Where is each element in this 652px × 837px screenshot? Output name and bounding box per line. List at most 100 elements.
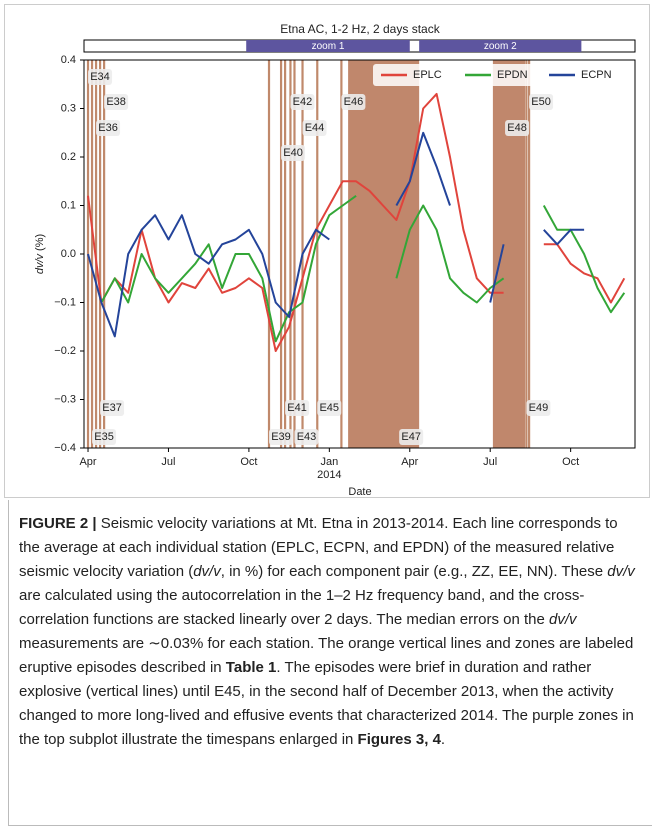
event-label: E41 [285,400,310,416]
caption: FIGURE 2 | Seismic velocity variations a… [8,500,652,826]
legend-label: ECPN [581,69,612,81]
event-label: E44 [302,120,327,136]
chart-title: Etna AC, 1-2 Hz, 2 days stack [280,22,440,36]
chart: Etna AC, 1-2 Hz, 2 days stack Date dv/v … [34,22,636,498]
event-label: E37 [100,400,125,416]
x-tick-label: Apr [401,456,418,468]
event-label: E43 [294,429,319,445]
x-tick-label: Oct [240,456,257,468]
event-label-text: E41 [287,402,307,414]
eruption-zone [492,60,526,448]
event-label-box [529,94,554,110]
zoom-span [419,40,582,52]
event-label-box [302,120,327,136]
event-label-text: E49 [529,402,549,414]
legend-box [373,64,625,86]
y-tick-label: −0.1 [54,296,76,308]
event-label: E50 [529,94,554,110]
event-label: E48 [505,120,530,136]
y-tick-label: −0.2 [54,345,76,357]
event-label-text: E36 [98,122,118,134]
y-label-unit: (%) [34,234,46,254]
event-label-box [281,145,306,161]
y-tick-label: −0.4 [54,442,76,454]
caption-text: measurements are ∼0.03% for each station… [19,635,634,676]
legend: EPLC EPDN ECPN [373,64,625,86]
x-tick-year: 2014 [317,469,341,481]
event-label-text: E42 [293,96,313,108]
x-tick-label: Jul [161,456,175,468]
caption-text: . The episodes were brief in duration an… [19,659,634,748]
x-axis-label: Date [348,486,371,498]
y-tick-label: 0.1 [61,199,76,211]
caption-text: , in %) for each component pair (e.g., Z… [220,563,608,580]
legend-label: EPLC [413,69,442,81]
zoom-span [246,40,410,52]
event-label: E40 [281,145,306,161]
event-label-text: E46 [344,96,364,108]
event-label-box [92,429,117,445]
x-tick-label: Oct [562,456,579,468]
event-label-box [526,400,551,416]
event-label-text: E48 [507,122,527,134]
caption-italic: dv/v [193,563,221,580]
event-label-box [269,429,294,445]
event-label-text: E35 [94,431,114,443]
caption-ref: Table 1 [225,659,277,676]
y-tick-label: 0.0 [61,248,76,260]
event-label-text: E45 [319,402,339,414]
event-label: E46 [341,94,366,110]
zoom-label: zoom 2 [484,41,517,52]
y-label-italic: dv/v [34,253,46,275]
y-tick-label: 0.4 [61,54,76,66]
eruption-zone [348,60,420,448]
event-label-text: E50 [531,96,551,108]
event-label: E36 [96,120,121,136]
series-line [100,194,626,343]
caption-italic: dv/v [607,563,635,580]
caption-text: Seismic velocity variations at Mt. Etna … [19,515,618,580]
x-tick-label: Jan [320,456,338,468]
legend-label: EPDN [497,69,528,81]
event-label-box [341,94,366,110]
event-label-text: E38 [106,96,126,108]
y-tick-label: 0.3 [61,102,76,114]
caption-text: are calculated using the autocorrelation… [19,587,585,628]
event-label-box [100,400,125,416]
event-label: E42 [290,94,315,110]
x-tick-label: Jul [483,456,497,468]
event-label-box [399,429,424,445]
event-label-text: E40 [283,147,303,159]
caption-ref: Figures 3, 4 [357,731,441,748]
caption-label: FIGURE 2 | [19,515,97,532]
event-label-text: E43 [297,431,317,443]
figure-frame [4,4,650,498]
x-tick-label: Apr [79,456,96,468]
event-label-text: E39 [271,431,291,443]
event-label-box [88,69,113,85]
event-label: E38 [104,94,129,110]
event-label: E47 [399,429,424,445]
event-label-box [285,400,310,416]
event-label-box [96,120,121,136]
event-label: E39 [269,429,294,445]
event-label-text: E47 [401,431,421,443]
y-tick-label: −0.3 [54,393,76,405]
event-label-box [317,400,342,416]
y-tick-label: 0.2 [61,151,76,163]
zoom-label: zoom 1 [312,41,345,52]
event-label-box [505,120,530,136]
event-label-box [294,429,319,445]
event-label-text: E44 [305,122,325,134]
caption-italic: dv/v [549,611,577,628]
event-label: E49 [526,400,551,416]
event-label-text: E34 [90,71,110,83]
series-line [87,131,585,338]
event-label-text: E37 [102,402,122,414]
y-axis-label: dv/v (%) [34,234,46,274]
event-label: E45 [317,400,342,416]
event-label: E34 [88,69,113,85]
event-label: E35 [92,429,117,445]
event-label-box [104,94,129,110]
